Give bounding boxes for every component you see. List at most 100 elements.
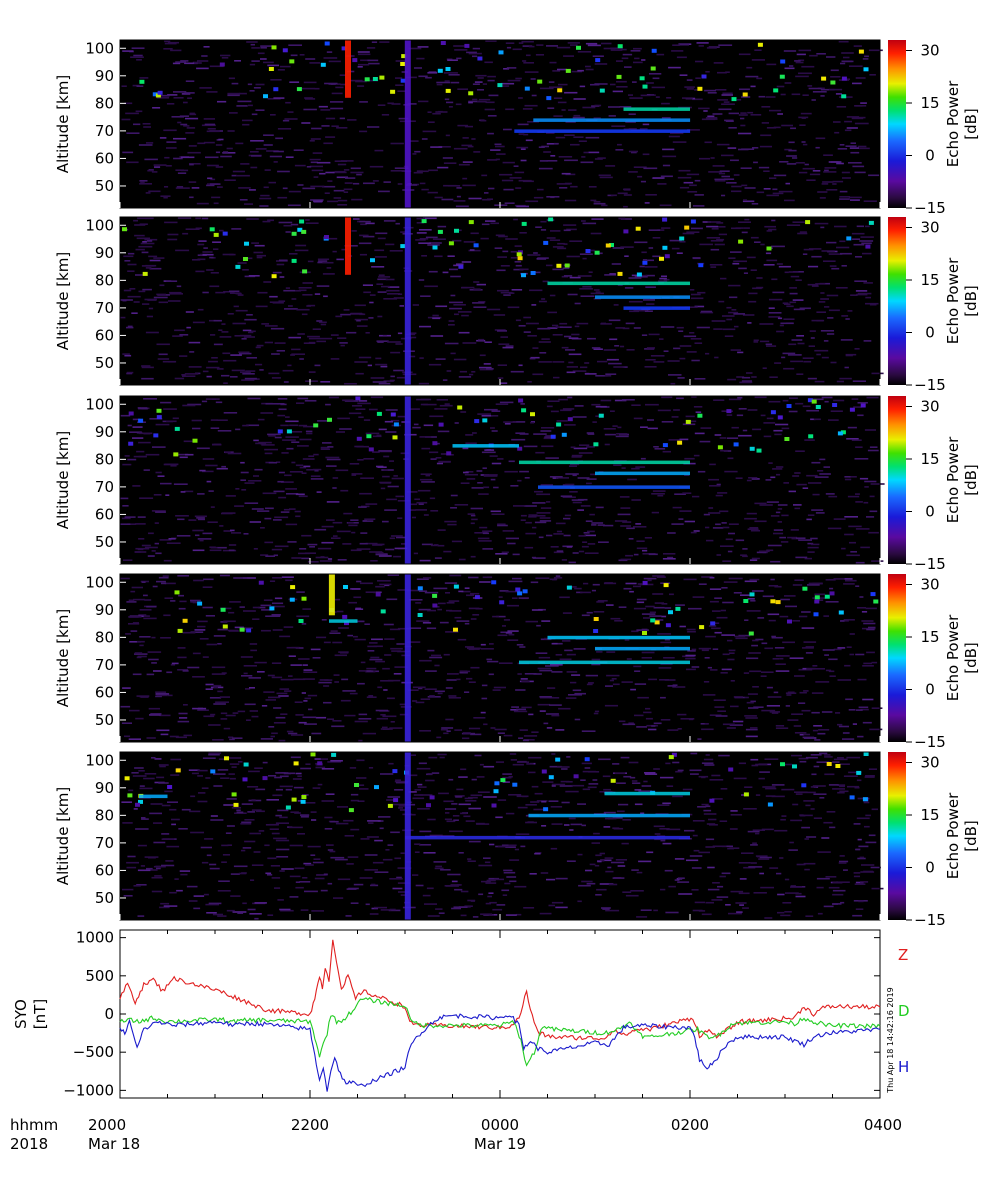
noise-cell xyxy=(296,591,305,593)
noise-cell xyxy=(691,889,699,891)
noise-cell xyxy=(307,335,320,338)
noise-cell xyxy=(628,300,643,303)
noise-cell xyxy=(520,403,525,405)
colorbar-tick-label: −15 xyxy=(914,911,946,929)
noise-cell xyxy=(464,587,470,589)
noise-cell xyxy=(451,907,461,910)
noise-cell xyxy=(855,848,861,851)
noise-cell xyxy=(247,908,256,911)
noise-cell xyxy=(331,92,343,95)
echo-cell xyxy=(271,274,277,279)
echo-cell xyxy=(174,590,180,595)
noise-cell xyxy=(798,615,808,618)
noise-cell xyxy=(212,913,223,916)
noise-cell xyxy=(192,549,205,552)
noise-cell xyxy=(744,218,750,221)
echo-cell xyxy=(593,617,599,621)
noise-cell xyxy=(628,128,637,130)
noise-cell xyxy=(703,809,712,812)
noise-cell xyxy=(844,120,852,123)
noise-cell xyxy=(454,616,462,619)
noise-cell xyxy=(485,40,497,42)
noise-cell xyxy=(190,631,204,633)
noise-cell xyxy=(358,713,368,716)
noise-cell xyxy=(385,431,397,433)
noise-cell xyxy=(692,596,705,598)
noise-cell xyxy=(478,338,484,341)
noise-cell xyxy=(551,783,566,786)
noise-cell xyxy=(721,522,727,524)
noise-cell xyxy=(754,241,761,243)
noise-cell xyxy=(746,701,754,704)
noise-cell xyxy=(453,358,467,361)
noise-cell xyxy=(450,275,461,278)
noise-cell xyxy=(249,63,256,66)
noise-cell xyxy=(398,891,410,893)
noise-cell xyxy=(644,202,650,204)
noise-cell xyxy=(337,806,348,808)
noise-cell xyxy=(661,275,667,278)
noise-cell xyxy=(519,729,528,731)
echo-cell xyxy=(865,244,871,249)
noise-cell xyxy=(722,560,732,562)
noise-cell xyxy=(201,787,209,789)
noise-cell xyxy=(314,528,327,531)
noise-cell xyxy=(856,779,862,782)
noise-cell xyxy=(852,380,866,382)
noise-cell xyxy=(516,795,529,798)
noise-cell xyxy=(790,127,796,130)
noise-cell xyxy=(498,662,513,664)
noise-cell xyxy=(466,677,473,680)
noise-cell xyxy=(523,133,529,136)
noise-cell xyxy=(121,517,131,520)
noise-cell xyxy=(484,449,495,451)
noise-cell xyxy=(397,517,403,519)
noise-cell xyxy=(766,705,780,707)
noise-cell xyxy=(395,222,400,225)
noise-cell xyxy=(173,483,188,485)
echo-cell xyxy=(651,48,657,53)
noise-cell xyxy=(363,291,371,294)
noise-cell xyxy=(171,823,176,826)
noise-cell xyxy=(210,334,216,336)
noise-cell xyxy=(220,777,230,779)
noise-cell xyxy=(470,522,475,525)
noise-cell xyxy=(218,880,230,882)
noise-cell xyxy=(282,187,288,190)
noise-cell xyxy=(451,880,458,883)
noise-cell xyxy=(631,274,640,277)
echo-cell xyxy=(858,49,864,54)
noise-cell xyxy=(489,901,497,904)
echo-cell xyxy=(856,770,862,775)
noise-cell xyxy=(690,338,702,340)
noise-cell xyxy=(462,184,476,187)
noise-cell xyxy=(737,351,744,354)
noise-cell xyxy=(585,520,593,522)
noise-cell xyxy=(572,474,577,477)
noise-cell xyxy=(546,237,556,239)
noise-cell xyxy=(655,96,660,98)
noise-cell xyxy=(566,371,576,374)
noise-cell xyxy=(268,461,278,464)
noise-cell xyxy=(342,399,354,402)
noise-cell xyxy=(515,187,522,189)
noise-cell xyxy=(846,127,858,129)
noise-cell xyxy=(358,718,372,720)
noise-cell xyxy=(553,97,563,99)
noise-cell xyxy=(304,552,316,554)
colorbar-label-line1: Echo Power xyxy=(944,614,962,701)
noise-cell xyxy=(393,673,402,675)
noise-cell xyxy=(713,328,723,330)
noise-cell xyxy=(866,516,875,518)
noise-cell xyxy=(383,298,398,300)
noise-cell xyxy=(183,125,190,127)
noise-cell xyxy=(842,177,851,179)
noise-cell xyxy=(164,186,169,188)
noise-cell xyxy=(765,252,772,255)
noise-cell xyxy=(692,98,703,101)
echo-cell xyxy=(458,264,464,269)
noise-cell xyxy=(360,532,368,534)
y-tick-label: 80 xyxy=(95,94,114,112)
echo-cell xyxy=(743,792,749,797)
echo-cell xyxy=(709,798,715,803)
